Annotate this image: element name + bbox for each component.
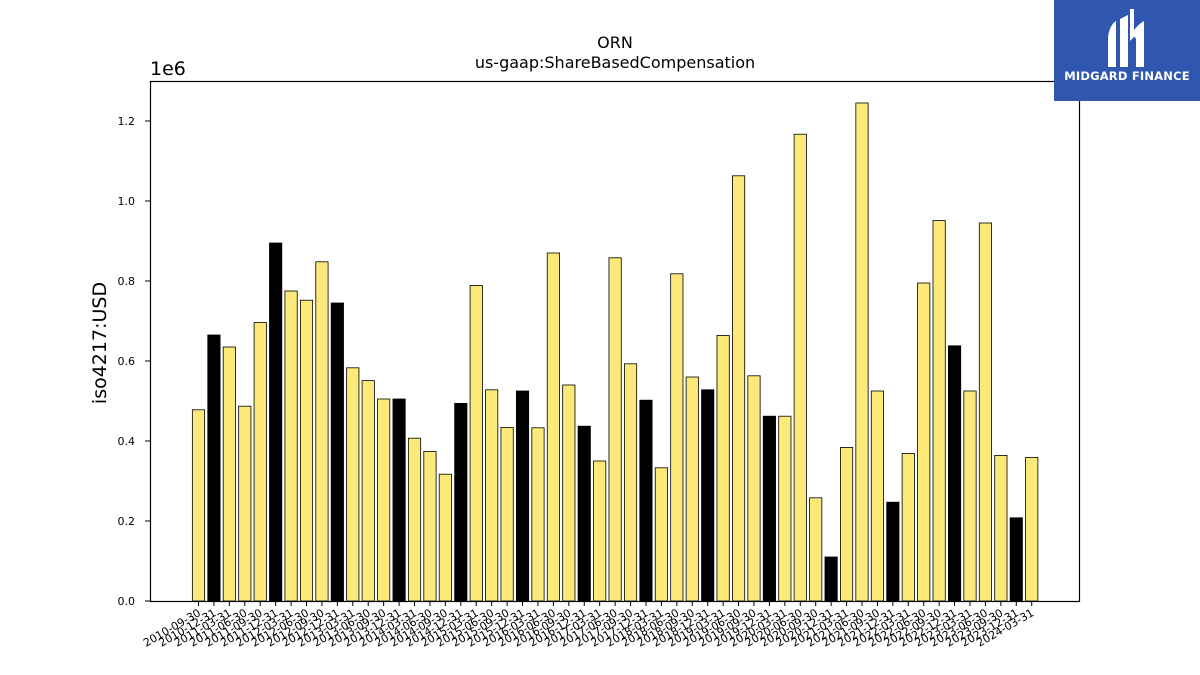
y-tick-label: 1.2 — [118, 115, 136, 128]
bar-2023-12-31 — [1009, 517, 1023, 602]
bar-2021-09-30 — [870, 390, 884, 602]
logo-text: MIDGARD FINANCE — [1064, 69, 1190, 83]
bar-2014-06-30 — [423, 450, 437, 602]
bar-2022-06-30 — [917, 282, 931, 602]
bar-2017-03-31 — [593, 460, 607, 602]
y-ticks-group: 0.0 0.2 0.4 0.6 0.8 1.0 1.2 — [118, 115, 150, 608]
bar-2019-09-30 — [747, 375, 761, 602]
plot-frame — [149, 80, 1081, 603]
bar-2014-12-31 — [454, 402, 468, 602]
bar-2020-12-31 — [824, 556, 838, 602]
bar-2016-09-30 — [562, 384, 576, 602]
bar-2019-03-31 — [716, 334, 730, 602]
bar-2022-12-31 — [948, 345, 962, 602]
y-tick-label: 0.4 — [118, 435, 136, 448]
y-tick-label: 0.6 — [118, 355, 136, 368]
bar-2013-09-30 — [377, 398, 391, 602]
bar-2014-03-31 — [407, 437, 422, 602]
bar-2020-09-30 — [809, 497, 823, 602]
bar-2013-12-31 — [392, 398, 406, 602]
bar-2023-06-30 — [978, 222, 992, 602]
bar-2019-12-31 — [762, 415, 776, 602]
bar-2011-12-31 — [269, 242, 283, 602]
bar-2016-03-31 — [531, 427, 545, 602]
bar-2014-09-30 — [438, 473, 452, 602]
bar-2018-09-30 — [685, 376, 699, 602]
bars-group — [191, 102, 1039, 602]
bar-2013-03-31 — [346, 367, 360, 602]
bar-2012-06-30 — [299, 299, 314, 602]
y-scale-label: 1e6 — [150, 58, 186, 80]
bar-2017-12-31 — [639, 399, 653, 602]
brand-logo: MIDGARD FINANCE — [1054, 0, 1200, 101]
bar-2023-09-30 — [994, 454, 1008, 602]
bar-2012-03-31 — [284, 290, 298, 602]
bar-2018-12-31 — [701, 389, 715, 602]
bar-2012-12-31 — [330, 302, 344, 602]
bar-2018-03-31 — [654, 467, 668, 602]
chart-subtitle: us-gaap:ShareBasedCompensation — [475, 53, 755, 72]
bar-2020-03-31 — [778, 415, 792, 602]
bar-2024-03-31 — [1025, 456, 1039, 602]
bar-2015-03-31 — [469, 284, 483, 602]
bar-2017-09-30 — [623, 363, 638, 602]
bar-2015-09-30 — [500, 426, 514, 602]
bar-2021-03-31 — [840, 446, 854, 602]
bar-2016-06-30 — [546, 252, 560, 602]
bar-2023-03-31 — [963, 390, 977, 602]
bar-2010-09-30 — [191, 409, 206, 602]
y-tick-label: 0.8 — [118, 275, 136, 288]
midgard-logo-icon — [1108, 9, 1144, 67]
bar-2015-06-30 — [485, 389, 499, 602]
bar-2011-06-30 — [238, 405, 252, 602]
bar-2018-06-30 — [670, 273, 684, 602]
bar-2021-12-31 — [886, 501, 900, 602]
bar-2021-06-30 — [855, 102, 869, 602]
y-tick-label: 1.0 — [118, 195, 136, 208]
bar-2022-09-30 — [932, 220, 946, 602]
bar-2022-03-31 — [901, 452, 915, 602]
bar-2017-06-30 — [608, 257, 622, 602]
bar-2015-12-31 — [515, 390, 530, 602]
bar-2012-09-30 — [315, 261, 329, 602]
y-axis-label: iso4217:USD — [89, 282, 111, 404]
bar-2013-06-30 — [361, 380, 375, 602]
bar-2011-09-30 — [253, 322, 267, 602]
bar-2016-12-31 — [577, 425, 591, 602]
bar-2011-03-31 — [222, 346, 236, 602]
y-tick-label: 0.0 — [118, 595, 136, 608]
bar-2020-06-30 — [793, 133, 807, 602]
bar-2010-12-31 — [207, 334, 221, 602]
bar-2019-06-30 — [732, 175, 746, 602]
x-ticks-group: 2010-09-302010-12-312011-03-312011-06-30… — [141, 601, 1036, 650]
chart-title: ORN — [597, 33, 633, 52]
y-tick-label: 0.2 — [118, 515, 136, 528]
